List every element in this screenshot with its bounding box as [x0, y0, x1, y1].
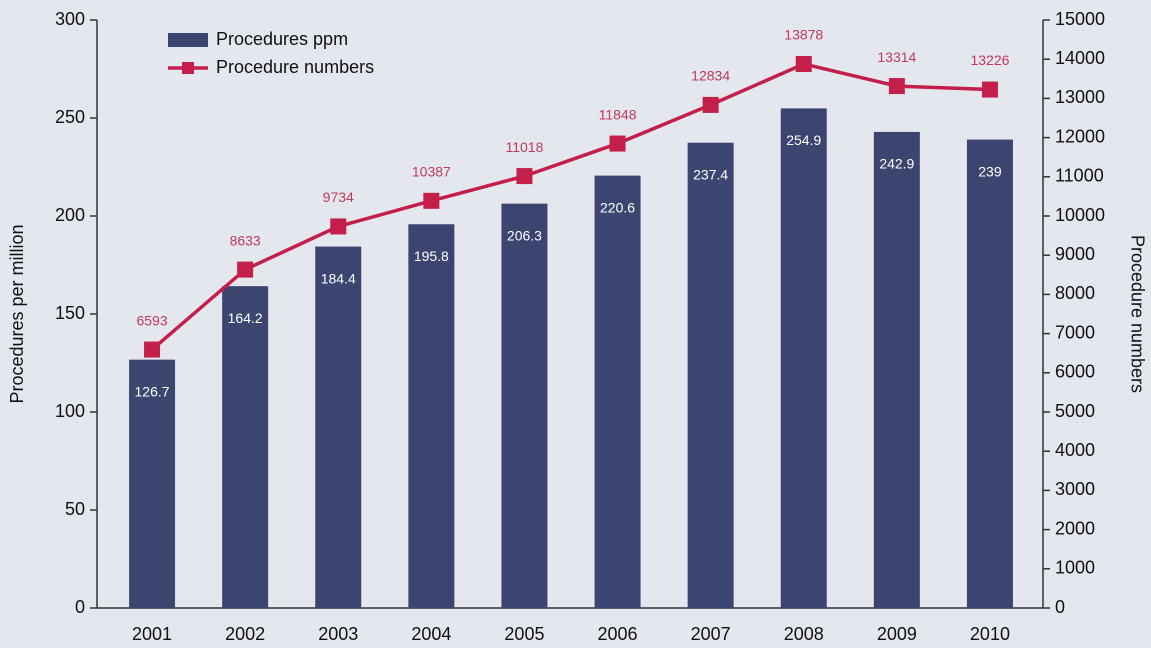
- bar-value-label: 254.9: [786, 132, 821, 148]
- bar-value-label: 206.3: [507, 227, 542, 243]
- legend-swatch: [182, 62, 194, 74]
- y2-tick-label: 13000: [1055, 87, 1105, 107]
- x-tick-label: 2003: [318, 624, 358, 644]
- y-tick-label: 200: [55, 205, 85, 225]
- bar-value-label: 237.4: [693, 166, 728, 182]
- line-marker: [237, 261, 254, 278]
- y2-tick-label: 15000: [1055, 9, 1105, 29]
- bar-value-label: 239: [978, 163, 1002, 179]
- line-marker: [516, 168, 533, 185]
- line-value-label: 6593: [136, 312, 167, 328]
- x-tick-label: 2006: [598, 624, 638, 644]
- line: [150, 62, 991, 351]
- line-marker: [423, 192, 440, 209]
- y2-tick-label: 2000: [1055, 518, 1095, 538]
- line-marker: [795, 55, 812, 72]
- bar: [687, 142, 734, 609]
- x-tick-label: 2007: [691, 624, 731, 644]
- y2-tick-label: 3000: [1055, 479, 1095, 499]
- bar-value-label: 184.4: [321, 270, 356, 286]
- y2-tick-label: 9000: [1055, 244, 1095, 264]
- bar-value-label: 195.8: [414, 248, 449, 264]
- line-marker: [144, 341, 161, 358]
- x-tick-label: 2009: [877, 624, 917, 644]
- legend-swatch: [168, 33, 208, 47]
- line-marker: [888, 78, 905, 95]
- bar: [594, 175, 641, 608]
- bar: [780, 108, 827, 609]
- y2-axis-label: Procedure numbers: [1127, 235, 1147, 393]
- bar-value-label: 126.7: [135, 383, 170, 399]
- y2-tick-label: 4000: [1055, 440, 1095, 460]
- x-tick-label: 2004: [411, 624, 451, 644]
- bar: [129, 359, 176, 608]
- line-value-label: 11848: [599, 106, 637, 122]
- x-tick-label: 2002: [225, 624, 265, 644]
- y-tick-label: 0: [75, 597, 85, 617]
- bar: [966, 139, 1013, 608]
- y-tick-label: 150: [55, 303, 85, 323]
- y2-tick-label: 0: [1055, 597, 1065, 617]
- y2-tick-label: 11000: [1055, 166, 1104, 186]
- y2-tick-label: 6000: [1055, 362, 1095, 382]
- line-value-label: 12834: [691, 68, 730, 84]
- bar: [873, 131, 920, 608]
- y2-tick-label: 14000: [1055, 48, 1105, 68]
- x-tick-label: 2001: [132, 624, 172, 644]
- line-value-label: 13226: [970, 52, 1009, 68]
- y2-tick-label: 7000: [1055, 322, 1095, 342]
- y2-tick-label: 5000: [1055, 401, 1095, 421]
- bar-value-label: 242.9: [879, 156, 914, 172]
- line-marker: [609, 135, 626, 152]
- bar-value-label: 220.6: [600, 199, 635, 215]
- y2-tick-label: 12000: [1055, 126, 1105, 146]
- line-value-label: 8633: [230, 232, 261, 248]
- y-tick-label: 50: [65, 499, 85, 519]
- y2-tick-label: 1000: [1055, 558, 1095, 578]
- legend-label: Procedure numbers: [216, 57, 374, 77]
- bar: [501, 203, 548, 609]
- y-tick-label: 250: [55, 107, 85, 127]
- line-value-label: 13878: [784, 27, 823, 43]
- line-marker: [981, 81, 998, 98]
- bar-value-label: 164.2: [228, 310, 263, 326]
- line-value-label: 11018: [505, 139, 543, 155]
- y2-tick-label: 10000: [1055, 205, 1105, 225]
- y-tick-label: 100: [55, 401, 85, 421]
- bar: [315, 246, 362, 609]
- y-axis-label: Procedures per million: [7, 224, 27, 403]
- y-tick-label: 300: [55, 9, 85, 29]
- line-value-label: 9734: [323, 189, 354, 205]
- x-tick-label: 2008: [784, 624, 824, 644]
- line-marker: [330, 218, 347, 235]
- bar: [222, 286, 269, 608]
- line-marker: [702, 96, 719, 113]
- line-value-label: 13314: [877, 49, 916, 65]
- bar: [408, 224, 455, 608]
- x-tick-label: 2010: [970, 624, 1010, 644]
- y2-tick-label: 8000: [1055, 283, 1095, 303]
- x-tick-label: 2005: [504, 624, 544, 644]
- legend-label: Procedures ppm: [216, 29, 348, 49]
- line-value-label: 10387: [412, 164, 451, 180]
